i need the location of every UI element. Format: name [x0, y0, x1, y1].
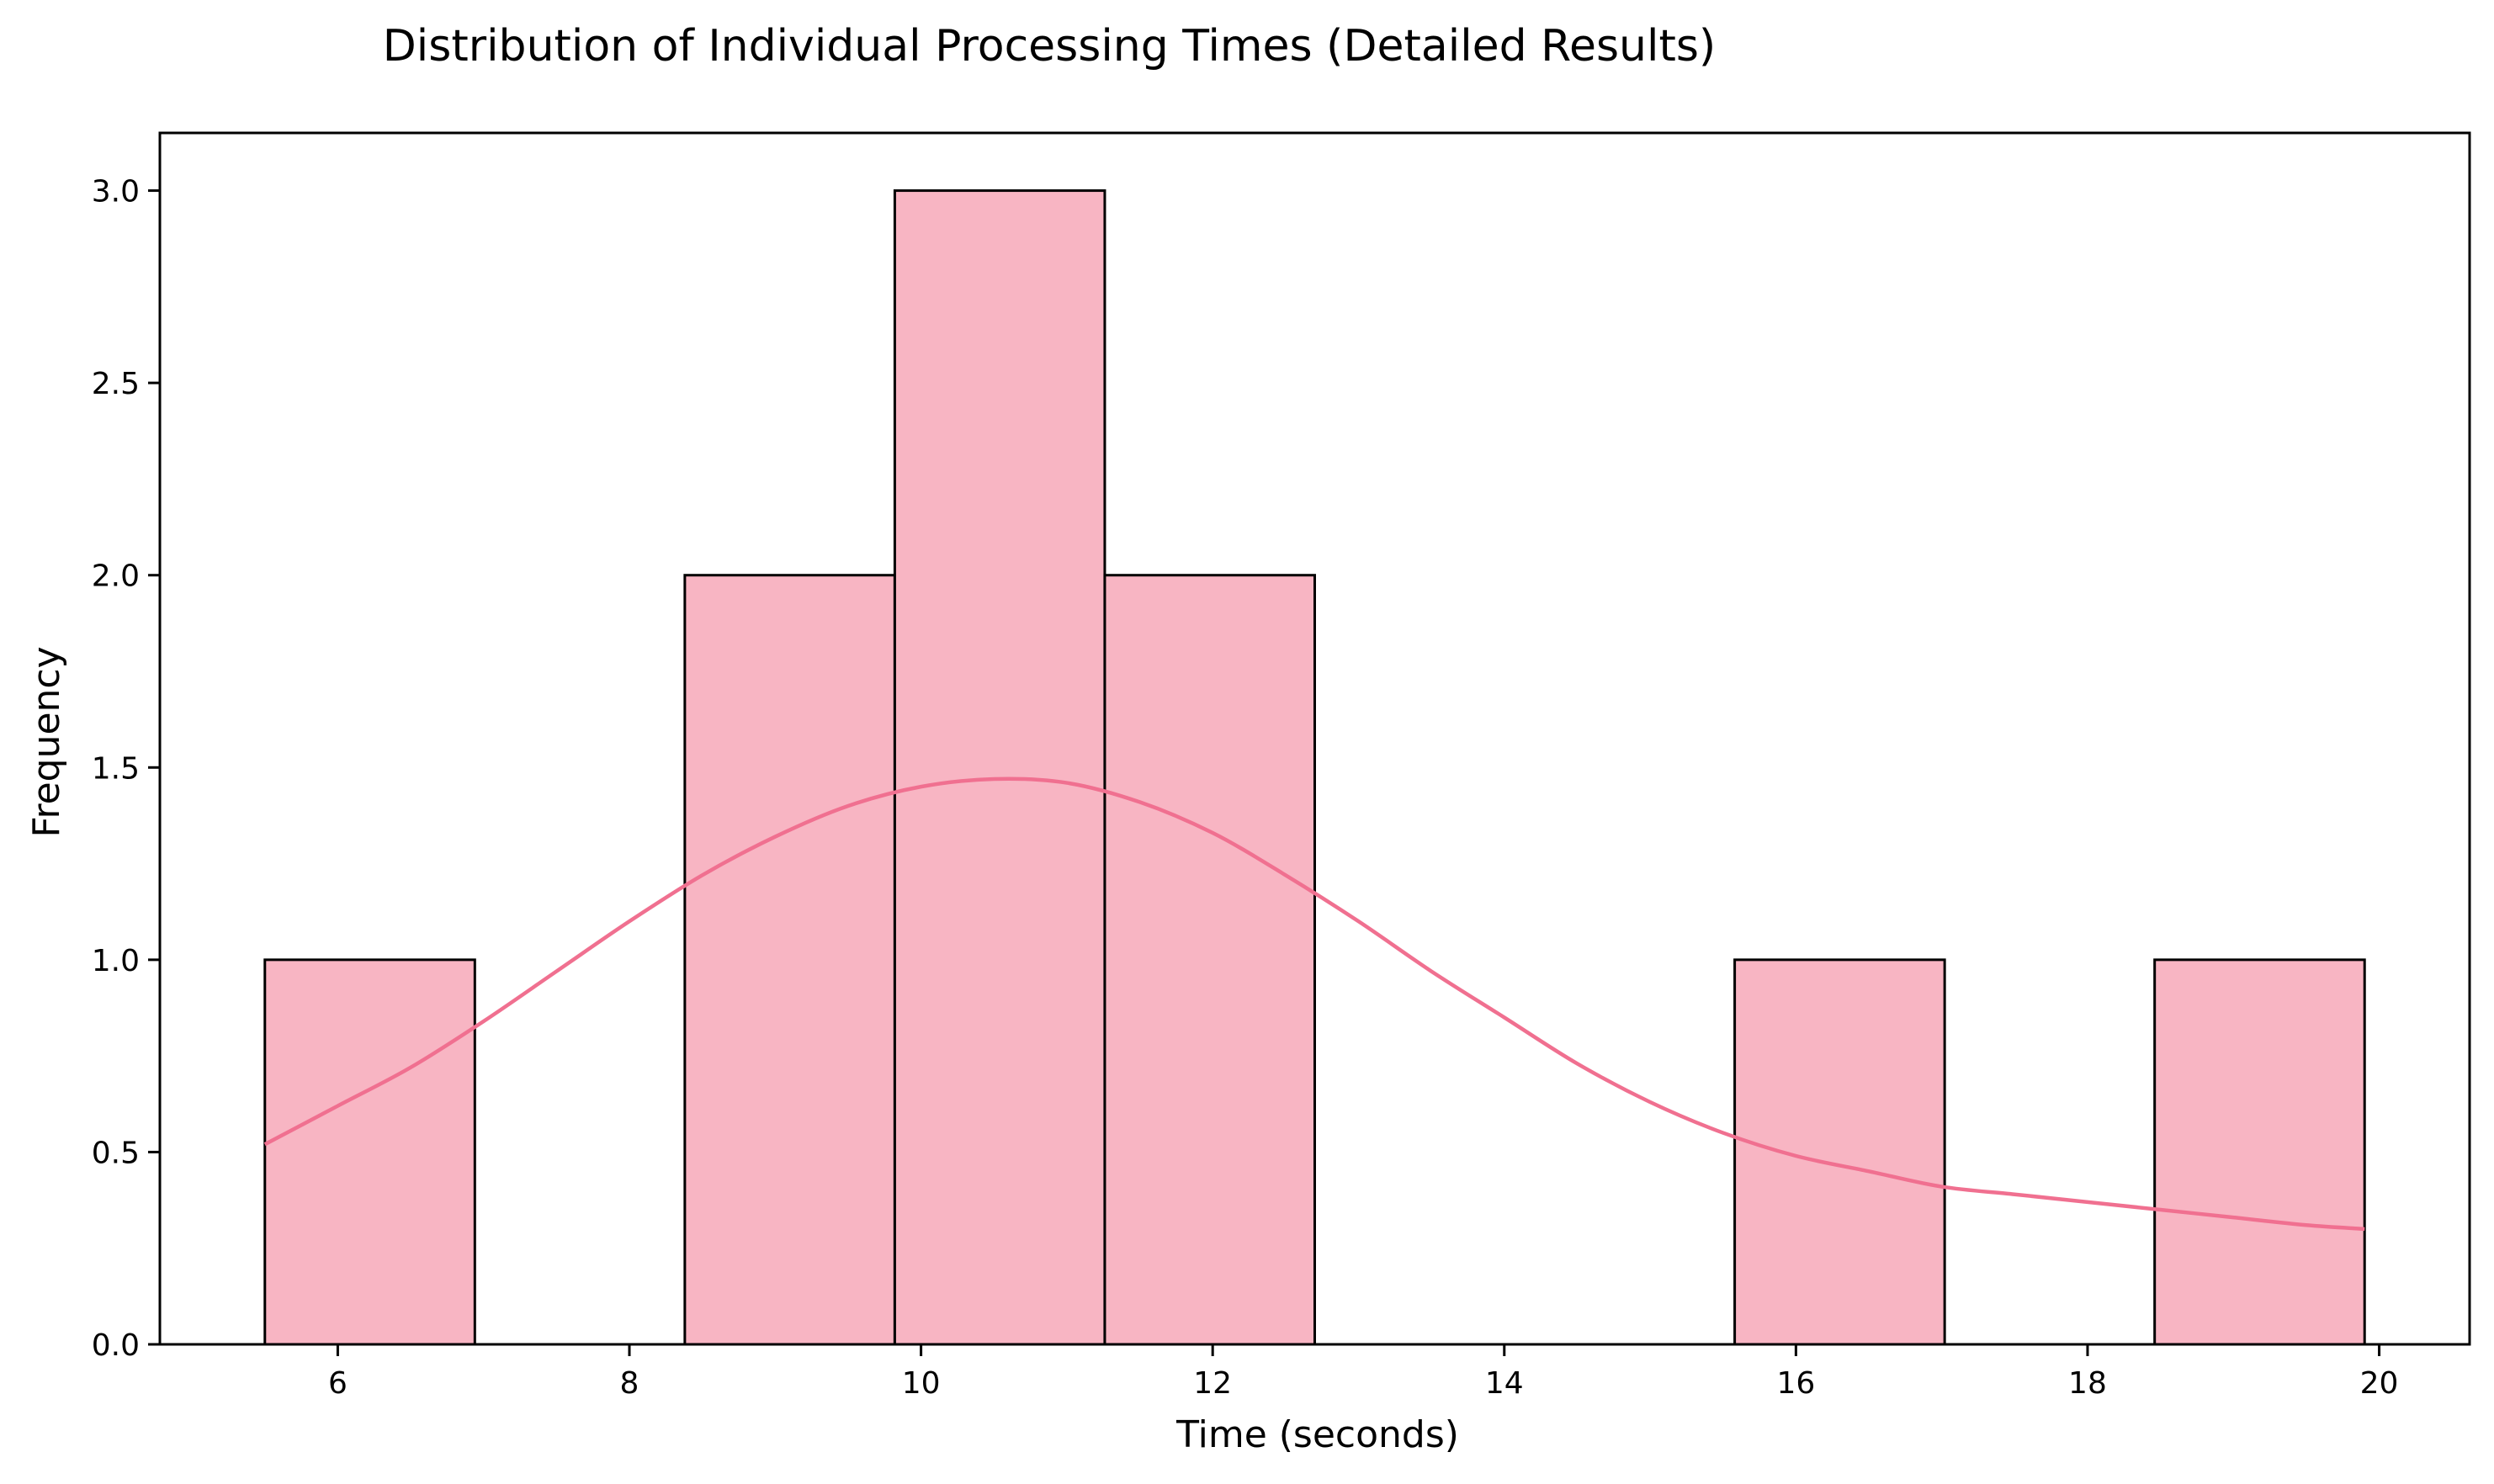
y-tick-label: 1.5 [92, 751, 140, 786]
y-axis-label: Frequency [25, 646, 68, 837]
y-tick-label: 2.0 [92, 559, 140, 594]
x-tick-label: 6 [328, 1366, 348, 1401]
x-tick-label: 20 [2360, 1366, 2399, 1401]
y-tick-label: 2.5 [92, 367, 140, 401]
histogram-bar [2153, 958, 2366, 1346]
y-tick-label: 1.0 [92, 944, 140, 978]
histogram-bars [263, 189, 2366, 1346]
plot-frame [158, 131, 2471, 1346]
y-tick-label: 0.0 [92, 1328, 140, 1363]
plot-area [158, 131, 2471, 1346]
histogram-bar [1733, 958, 1946, 1346]
chart-title: Distribution of Individual Processing Ti… [383, 21, 1716, 72]
histogram-bar [1103, 574, 1317, 1346]
x-tick-label: 10 [902, 1366, 941, 1401]
histogram-bar [893, 189, 1106, 1346]
x-axis: 6 8 10 12 14 16 18 20 [328, 1344, 2398, 1401]
x-tick-label: 12 [1193, 1366, 1232, 1401]
histogram-bar [683, 574, 896, 1346]
x-tick-label: 8 [620, 1366, 639, 1401]
x-tick-label: 14 [1485, 1366, 1524, 1401]
y-tick-label: 0.5 [92, 1136, 140, 1170]
y-tick-label: 3.0 [92, 175, 140, 209]
x-tick-label: 18 [2068, 1366, 2107, 1401]
x-axis-label: Time (seconds) [1175, 1413, 1459, 1456]
kde-curve [263, 776, 2365, 1232]
histogram-bar [263, 958, 476, 1346]
x-tick-label: 16 [1776, 1366, 1815, 1401]
y-axis: 0.0 0.5 1.0 1.5 2.0 2.5 3.0 [92, 175, 160, 1363]
